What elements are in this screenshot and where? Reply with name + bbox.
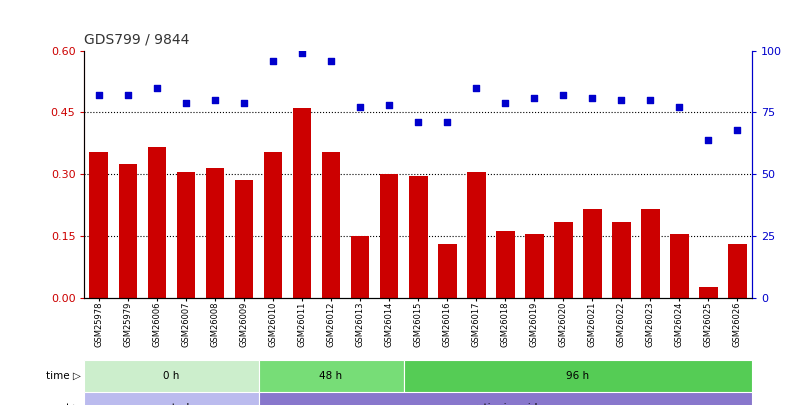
Bar xyxy=(611,222,630,298)
Point xyxy=(150,84,163,91)
Bar xyxy=(524,234,543,298)
Bar xyxy=(727,244,746,298)
Bar xyxy=(350,236,369,298)
Point xyxy=(701,136,714,143)
Text: retinoic acid: retinoic acid xyxy=(472,403,536,405)
Point xyxy=(585,94,598,101)
Bar xyxy=(259,392,751,405)
Point xyxy=(498,99,511,106)
Bar xyxy=(403,360,751,392)
Bar xyxy=(89,151,108,298)
Point xyxy=(267,57,279,64)
Text: time ▷: time ▷ xyxy=(46,371,81,381)
Bar xyxy=(177,172,195,298)
Bar xyxy=(437,244,456,298)
Text: GDS799 / 9844: GDS799 / 9844 xyxy=(84,32,190,47)
Point xyxy=(92,92,105,98)
Bar xyxy=(321,151,340,298)
Bar xyxy=(553,222,572,298)
Bar xyxy=(582,209,601,298)
Point xyxy=(527,94,540,101)
Bar xyxy=(147,147,166,298)
Point xyxy=(208,97,221,103)
Bar xyxy=(698,288,717,298)
Point xyxy=(237,99,250,106)
Bar xyxy=(495,231,514,298)
Bar xyxy=(408,176,427,298)
Bar xyxy=(292,108,311,298)
Point xyxy=(614,97,627,103)
Point xyxy=(296,50,308,56)
Point xyxy=(469,84,482,91)
Bar xyxy=(84,392,259,405)
Point xyxy=(556,92,569,98)
Bar xyxy=(379,174,398,298)
Bar xyxy=(640,209,658,298)
Point xyxy=(121,92,134,98)
Point xyxy=(643,97,656,103)
Bar xyxy=(263,151,282,298)
Point xyxy=(382,102,395,108)
Text: 96 h: 96 h xyxy=(565,371,589,381)
Point xyxy=(324,57,337,64)
Bar xyxy=(669,234,688,298)
Point xyxy=(411,119,424,126)
Bar xyxy=(234,180,253,298)
Bar xyxy=(259,360,403,392)
Text: 48 h: 48 h xyxy=(319,371,342,381)
Point xyxy=(440,119,453,126)
Point xyxy=(353,104,366,111)
Bar xyxy=(118,164,137,298)
Bar xyxy=(84,360,259,392)
Bar xyxy=(466,172,485,298)
Point xyxy=(179,99,192,106)
Bar xyxy=(206,168,224,298)
Text: 0 h: 0 h xyxy=(163,371,179,381)
Text: control: control xyxy=(153,403,190,405)
Text: agent ▷: agent ▷ xyxy=(39,403,81,405)
Point xyxy=(730,126,743,133)
Point xyxy=(672,104,685,111)
